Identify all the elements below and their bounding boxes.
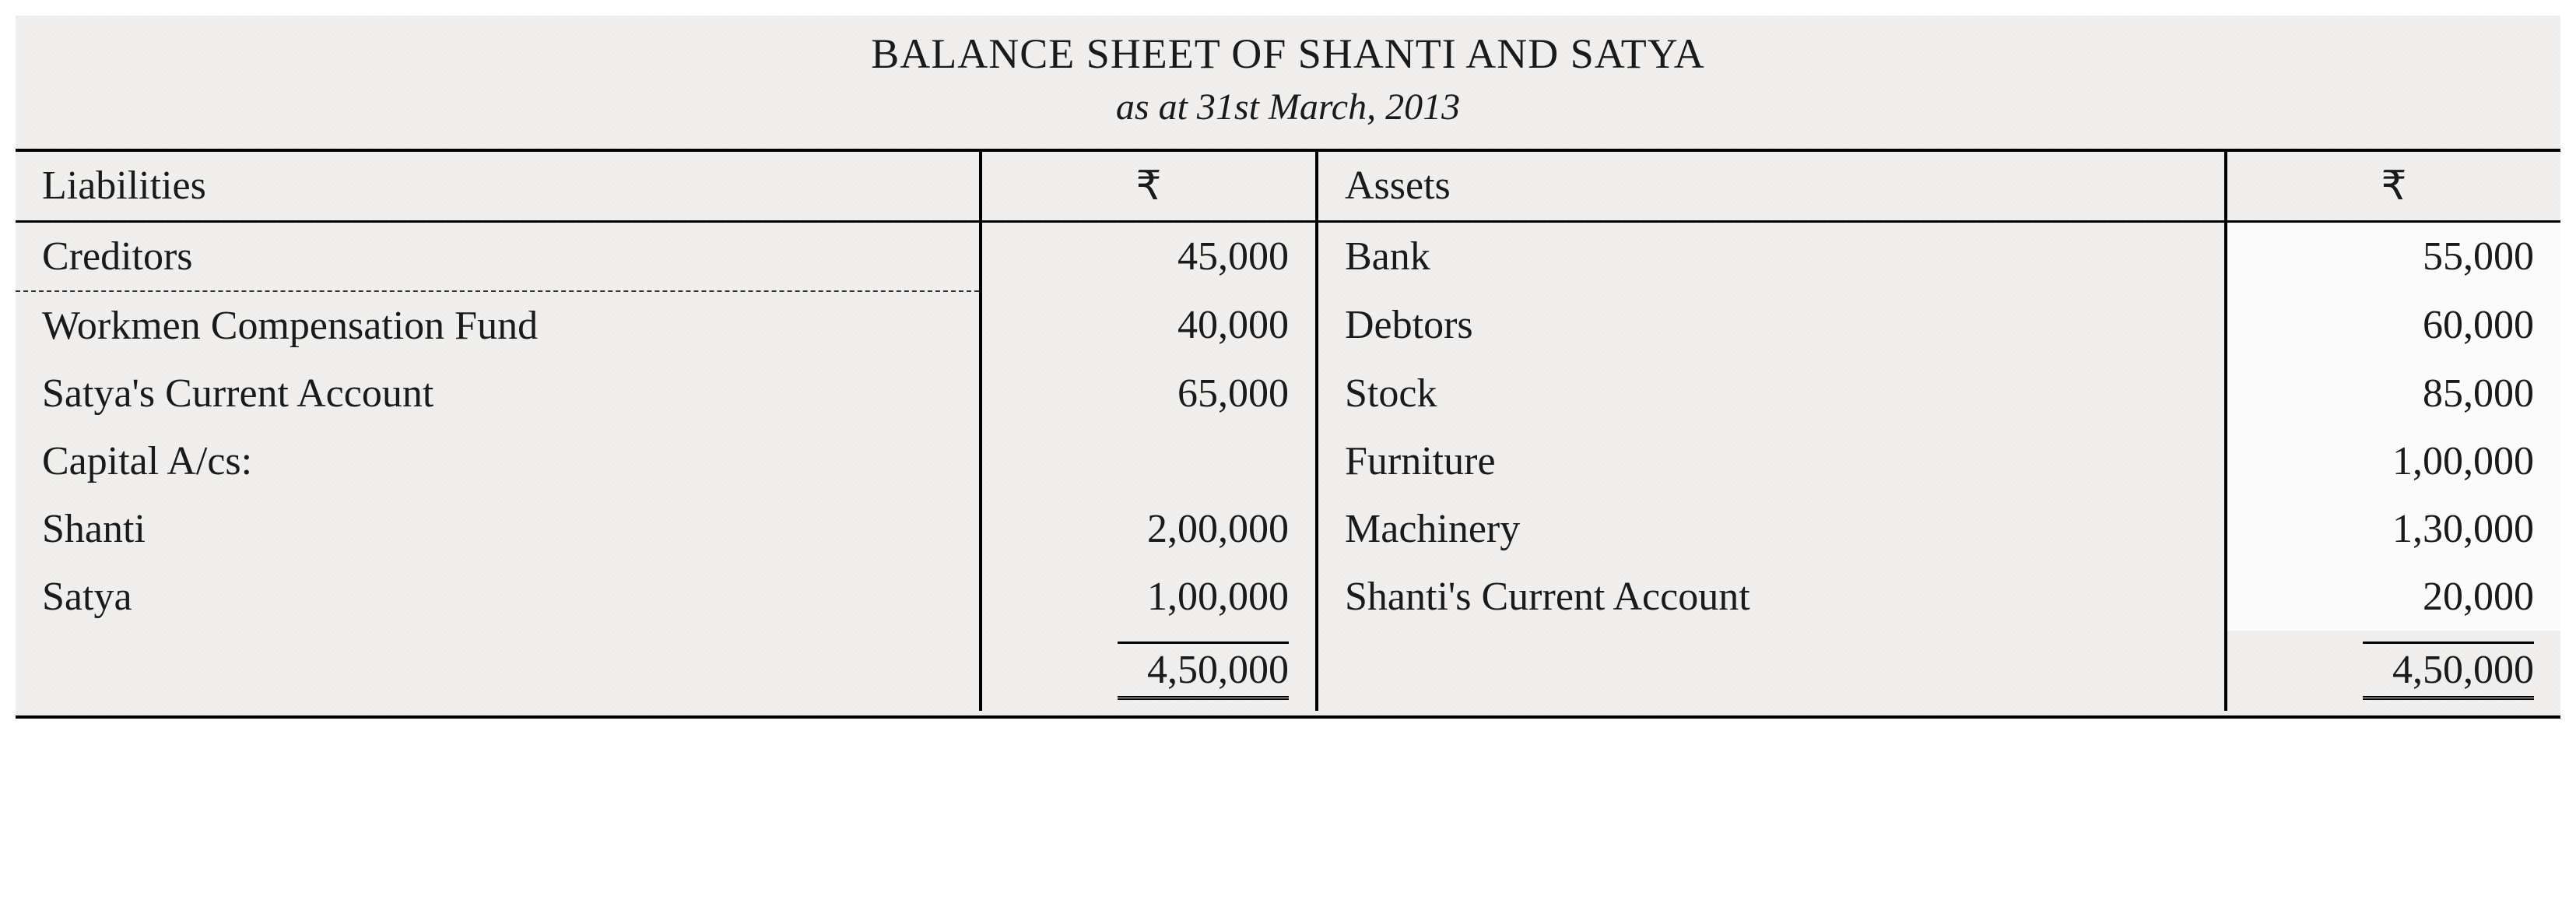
liability-label: Capital A/cs: <box>16 427 981 495</box>
title-block: BALANCE SHEET OF SHANTI AND SATYA as at … <box>16 16 2560 149</box>
asset-label: Bank <box>1317 222 2226 292</box>
header-liabilities: Liabilities <box>16 150 981 222</box>
balance-sheet: BALANCE SHEET OF SHANTI AND SATYA as at … <box>16 16 2560 719</box>
asset-label: Furniture <box>1317 427 2226 495</box>
table-row: Capital A/cs: Furniture 1,00,000 <box>16 427 2560 495</box>
asset-amount: 1,30,000 <box>2226 495 2560 563</box>
asset-label: Shanti's Current Account <box>1317 563 2226 631</box>
asset-label: Stock <box>1317 360 2226 427</box>
table-bottom-rule <box>16 711 2560 717</box>
totals-row: 4,50,000 4,50,000 <box>16 631 2560 711</box>
liability-label: Satya's Current Account <box>16 360 981 427</box>
table-row: Shanti 2,00,000 Machinery 1,30,000 <box>16 495 2560 563</box>
sheet-subtitle: as at 31st March, 2013 <box>16 78 2560 142</box>
table-row: Workmen Compensation Fund 40,000 Debtors… <box>16 291 2560 360</box>
asset-amount: 60,000 <box>2226 291 2560 360</box>
sheet-title: BALANCE SHEET OF SHANTI AND SATYA <box>16 30 2560 78</box>
liability-amount <box>981 427 1317 495</box>
liability-label: Creditors <box>16 222 981 292</box>
asset-amount: 20,000 <box>2226 563 2560 631</box>
table-row: Creditors 45,000 Bank 55,000 <box>16 222 2560 292</box>
asset-label: Debtors <box>1317 291 2226 360</box>
liability-label: Workmen Compensation Fund <box>16 291 981 360</box>
liability-amount: 40,000 <box>981 291 1317 360</box>
asset-amount: 1,00,000 <box>2226 427 2560 495</box>
asset-amount: 55,000 <box>2226 222 2560 292</box>
header-assets: Assets <box>1317 150 2226 222</box>
asset-amount: 85,000 <box>2226 360 2560 427</box>
liability-label: Shanti <box>16 495 981 563</box>
liabilities-total: 4,50,000 <box>981 631 1317 711</box>
liability-amount: 1,00,000 <box>981 563 1317 631</box>
header-asset-amount: ₹ <box>2226 150 2560 222</box>
liability-amount: 65,000 <box>981 360 1317 427</box>
assets-total: 4,50,000 <box>2226 631 2560 711</box>
table-row: Satya 1,00,000 Shanti's Current Account … <box>16 563 2560 631</box>
liability-label: Satya <box>16 563 981 631</box>
header-liab-amount: ₹ <box>981 150 1317 222</box>
table-header-row: Liabilities ₹ Assets ₹ <box>16 150 2560 222</box>
liability-amount: 45,000 <box>981 222 1317 292</box>
balance-sheet-table: Liabilities ₹ Assets ₹ Creditors 45,000 … <box>16 149 2560 719</box>
liability-amount: 2,00,000 <box>981 495 1317 563</box>
asset-label: Machinery <box>1317 495 2226 563</box>
table-row: Satya's Current Account 65,000 Stock 85,… <box>16 360 2560 427</box>
